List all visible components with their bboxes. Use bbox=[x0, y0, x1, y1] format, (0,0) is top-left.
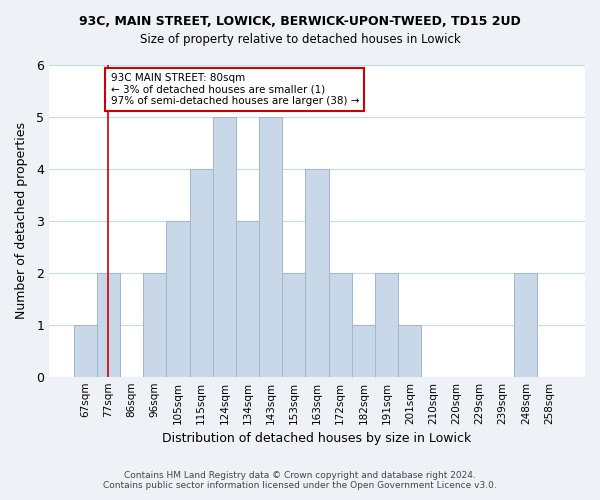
Bar bbox=[236, 221, 259, 376]
Bar bbox=[97, 273, 120, 376]
Text: Contains HM Land Registry data © Crown copyright and database right 2024.
Contai: Contains HM Land Registry data © Crown c… bbox=[103, 470, 497, 490]
Bar bbox=[514, 273, 538, 376]
Bar bbox=[398, 324, 421, 376]
X-axis label: Distribution of detached houses by size in Lowick: Distribution of detached houses by size … bbox=[163, 432, 472, 445]
Bar bbox=[259, 117, 283, 376]
Bar bbox=[74, 324, 97, 376]
Bar bbox=[190, 169, 213, 376]
Bar bbox=[166, 221, 190, 376]
Bar bbox=[283, 273, 305, 376]
Bar bbox=[329, 273, 352, 376]
Y-axis label: Number of detached properties: Number of detached properties bbox=[15, 122, 28, 320]
Text: 93C, MAIN STREET, LOWICK, BERWICK-UPON-TWEED, TD15 2UD: 93C, MAIN STREET, LOWICK, BERWICK-UPON-T… bbox=[79, 15, 521, 28]
Bar bbox=[375, 273, 398, 376]
Bar bbox=[213, 117, 236, 376]
Bar bbox=[143, 273, 166, 376]
Text: 93C MAIN STREET: 80sqm
← 3% of detached houses are smaller (1)
97% of semi-detac: 93C MAIN STREET: 80sqm ← 3% of detached … bbox=[110, 73, 359, 106]
Bar bbox=[352, 324, 375, 376]
Text: Size of property relative to detached houses in Lowick: Size of property relative to detached ho… bbox=[140, 32, 460, 46]
Bar bbox=[305, 169, 329, 376]
